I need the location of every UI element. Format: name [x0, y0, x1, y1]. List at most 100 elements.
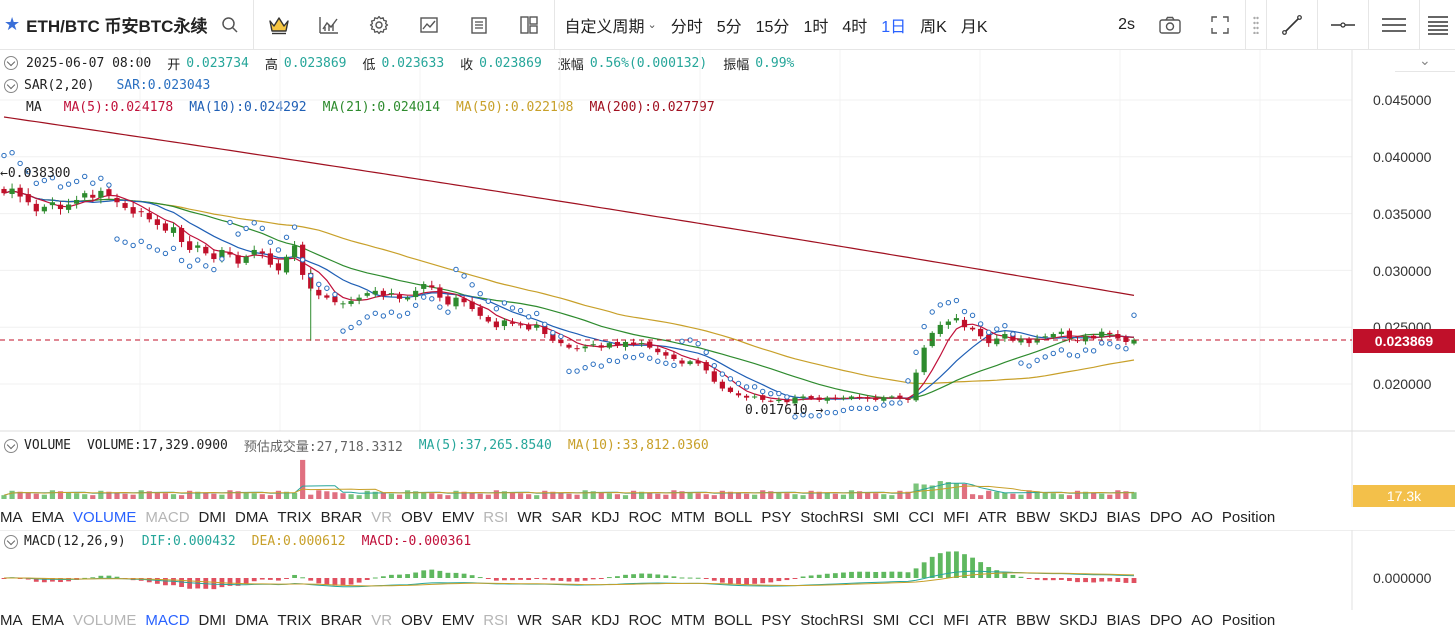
indicator-tab-sar[interactable]: SAR	[551, 611, 583, 629]
indicator-tab-dmi[interactable]: DMI	[198, 611, 227, 629]
chevron-down-icon[interactable]: ⌄	[1419, 52, 1431, 68]
legend-collapse-toggle[interactable]	[4, 56, 18, 70]
indicator-tab-atr[interactable]: ATR	[978, 611, 1007, 629]
camera-icon[interactable]	[1145, 0, 1195, 50]
indicator-tab-bias[interactable]: BIAS	[1106, 611, 1141, 629]
indicator-tab-volume[interactable]: VOLUME	[73, 611, 137, 629]
indicator-tab-rsi[interactable]: RSI	[483, 508, 509, 526]
interval-1h[interactable]: 1时	[803, 18, 829, 36]
indicator-tab-bbw[interactable]: BBW	[1015, 611, 1051, 629]
indicator-tab-volume[interactable]: VOLUME	[73, 508, 137, 526]
chart-type-icon[interactable]	[404, 0, 454, 50]
indicator-tab-dpo[interactable]: DPO	[1149, 611, 1183, 629]
indicator-tab-stochrsi[interactable]: StochRSI	[800, 508, 864, 526]
indicator-tab-roc[interactable]: ROC	[628, 611, 662, 629]
indicator-tab-obv[interactable]: OBV	[401, 611, 433, 629]
indicator-tab-skdj[interactable]: SKDJ	[1059, 611, 1098, 629]
indicator-tab-mtm[interactable]: MTM	[670, 508, 705, 526]
indicator-tab-psy[interactable]: PSY	[761, 508, 792, 526]
indicator-tab-ma[interactable]: MA	[0, 508, 23, 526]
indicator-tab-position[interactable]: Position	[1221, 611, 1276, 629]
indicator-tab-stochrsi[interactable]: StochRSI	[800, 611, 864, 629]
custom-period-dropdown[interactable]: 自定义周期 ⌄	[555, 0, 663, 50]
indicator-tab-smi[interactable]: SMI	[872, 508, 900, 526]
indicator-tab-brar[interactable]: BRAR	[320, 611, 363, 629]
indicator-tab-rsi[interactable]: RSI	[483, 611, 509, 629]
drag-handle-icon[interactable]	[1246, 0, 1266, 50]
volume-toggle[interactable]	[4, 438, 18, 453]
indicator-tab-ema[interactable]: EMA	[31, 611, 65, 629]
indicator-tab-boll[interactable]: BOLL	[714, 508, 753, 526]
indicator-tab-emv[interactable]: EMV	[441, 611, 475, 629]
indicator-tab-vr[interactable]: VR	[371, 508, 393, 526]
indicator-tab-mtm[interactable]: MTM	[670, 611, 705, 629]
indicator-tab-kdj[interactable]: KDJ	[591, 508, 620, 526]
candle	[429, 280, 435, 291]
indicator-tab-vr[interactable]: VR	[371, 611, 393, 629]
indicator-tab-ao[interactable]: AO	[1191, 508, 1213, 526]
indicator-tab-trix[interactable]: TRIX	[277, 508, 312, 526]
indicator-tab-macd[interactable]: MACD	[145, 508, 190, 526]
indicator-tab-atr[interactable]: ATR	[978, 508, 1007, 526]
volume-bar	[897, 490, 903, 499]
layout-icon[interactable]	[504, 0, 554, 50]
sar-dot	[243, 225, 249, 232]
fullscreen-icon[interactable]	[1195, 0, 1245, 50]
sar-toggle[interactable]	[4, 78, 18, 93]
fib-levels-icon[interactable]	[1420, 0, 1455, 50]
interval-15m[interactable]: 15分	[755, 18, 790, 36]
indicator-tab-mfi[interactable]: MFI	[943, 508, 970, 526]
indicator-tab-kdj[interactable]: KDJ	[591, 611, 620, 629]
candle-body	[170, 227, 177, 233]
indicator-tab-dmi[interactable]: DMI	[198, 508, 227, 526]
indicator-tab-ma[interactable]: MA	[0, 611, 23, 629]
indicator-tab-roc[interactable]: ROC	[628, 508, 662, 526]
indicator-tab-dma[interactable]: DMA	[235, 508, 269, 526]
template-icon[interactable]	[454, 0, 504, 50]
indicator-tab-emv[interactable]: EMV	[441, 508, 475, 526]
volume-bar	[986, 490, 992, 499]
indicator-tab-bias[interactable]: BIAS	[1106, 508, 1141, 526]
macd-chart[interactable]	[0, 530, 1455, 610]
favorite-star-icon[interactable]: ★	[4, 14, 21, 34]
indicator-tab-brar[interactable]: BRAR	[320, 508, 363, 526]
settings-gear-icon[interactable]	[354, 0, 404, 50]
indicator-tab-macd[interactable]: MACD	[145, 611, 190, 629]
indicator-tab-ema[interactable]: EMA	[31, 508, 65, 526]
indicator-tab-skdj[interactable]: SKDJ	[1059, 508, 1098, 526]
refresh-rate[interactable]: 2s	[1118, 15, 1135, 33]
indicator-tab-wr[interactable]: WR	[517, 508, 543, 526]
indicator-tab-sar[interactable]: SAR	[551, 508, 583, 526]
interval-1m[interactable]: 分时	[670, 18, 703, 36]
indicator-tab-wr[interactable]: WR	[517, 611, 543, 629]
indicator-tab-trix[interactable]: TRIX	[277, 611, 312, 629]
sar-dot	[138, 238, 144, 245]
indicator-tab-boll[interactable]: BOLL	[714, 611, 753, 629]
indicator-tab-psy[interactable]: PSY	[761, 611, 792, 629]
indicator-tab-dma[interactable]: DMA	[235, 611, 269, 629]
interval-1mo[interactable]: 月K	[960, 18, 988, 36]
interval-5m[interactable]: 5分	[716, 18, 742, 36]
price-chart[interactable]	[0, 50, 1455, 432]
interval-1w[interactable]: 周K	[920, 18, 947, 36]
search-icon[interactable]	[207, 0, 253, 50]
trendline-icon[interactable]	[1267, 0, 1317, 50]
indicator-tab-dpo[interactable]: DPO	[1149, 508, 1183, 526]
indicators-icon[interactable]	[304, 0, 354, 50]
parallel-channel-icon[interactable]	[1369, 0, 1419, 50]
indicator-tab-smi[interactable]: SMI	[872, 611, 900, 629]
volume-chart[interactable]	[0, 432, 1455, 507]
horizontal-line-icon[interactable]	[1318, 0, 1368, 50]
indicator-tab-cci[interactable]: CCI	[908, 508, 935, 526]
symbol-selector[interactable]: ★ ETH/BTC 币安BTC永续	[0, 0, 207, 50]
indicator-tab-mfi[interactable]: MFI	[943, 611, 970, 629]
indicator-tab-obv[interactable]: OBV	[401, 508, 433, 526]
interval-1d[interactable]: 1日	[881, 18, 907, 36]
indicator-tab-ao[interactable]: AO	[1191, 611, 1213, 629]
interval-4h[interactable]: 4时	[842, 18, 868, 36]
indicator-tab-position[interactable]: Position	[1221, 508, 1276, 526]
macd-toggle[interactable]	[4, 534, 18, 549]
indicator-tab-cci[interactable]: CCI	[908, 611, 935, 629]
indicator-tab-bbw[interactable]: BBW	[1015, 508, 1051, 526]
crown-icon[interactable]	[254, 0, 304, 50]
